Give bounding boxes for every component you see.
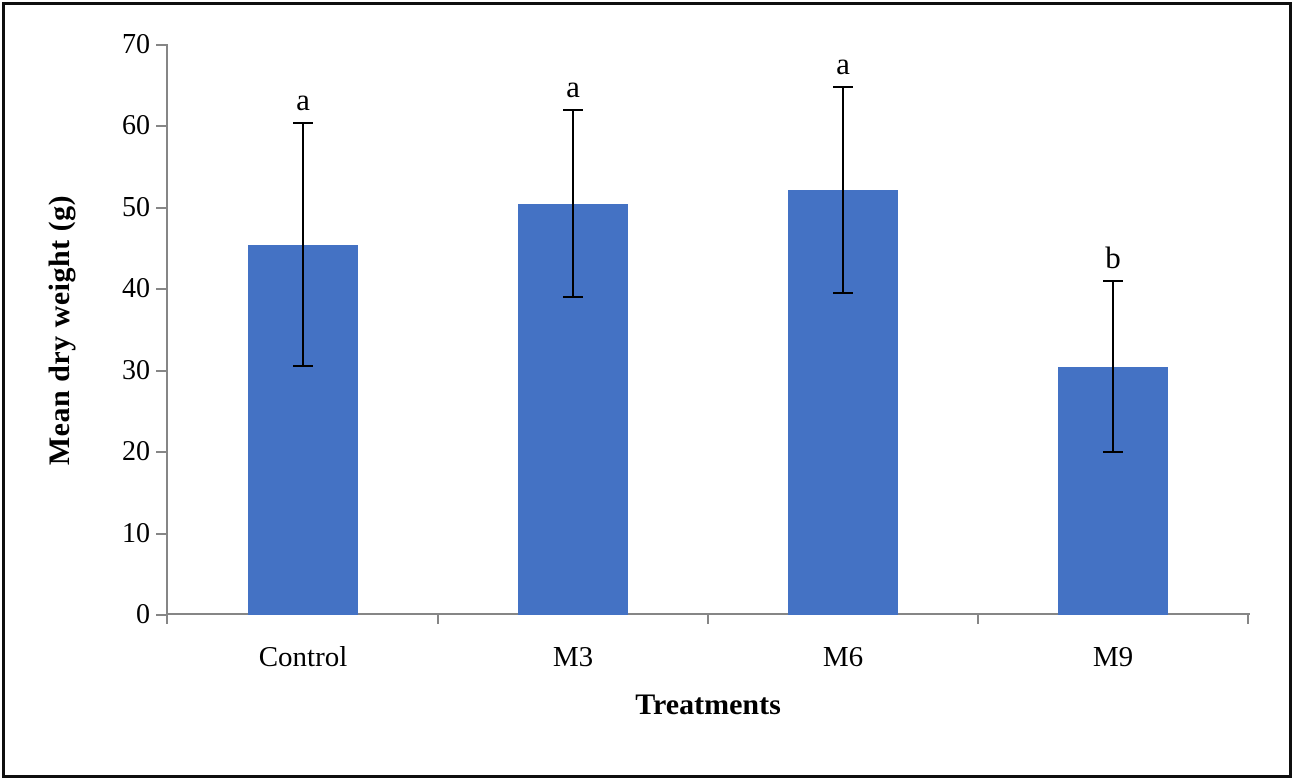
y-tick xyxy=(156,369,166,372)
y-tick xyxy=(156,532,166,535)
y-axis-title: Mean dry weight (g) xyxy=(43,194,76,466)
x-tick xyxy=(1247,615,1249,624)
y-axis-line xyxy=(166,44,168,624)
y-tick-label: 60 xyxy=(122,110,150,142)
y-tick-label: 50 xyxy=(122,191,150,223)
y-tick xyxy=(156,206,166,209)
x-tick xyxy=(437,615,439,624)
y-tick xyxy=(156,44,166,46)
sig-letter: a xyxy=(296,82,310,118)
sig-letter: a xyxy=(566,69,580,105)
error-bar-cap-bottom xyxy=(1103,451,1123,454)
x-tick xyxy=(707,615,709,624)
error-bar-cap-bottom xyxy=(563,296,583,299)
error-bar-line xyxy=(302,123,304,366)
error-bar-cap-top xyxy=(293,122,313,125)
error-bar-line xyxy=(842,87,844,293)
error-bar-line xyxy=(1112,281,1114,453)
x-tick-label: M3 xyxy=(552,641,594,673)
y-tick xyxy=(156,125,166,128)
y-tick xyxy=(156,614,166,616)
y-tick-label: 0 xyxy=(136,599,150,630)
x-tick-label: M9 xyxy=(1092,641,1134,673)
x-axis-title: Treatments xyxy=(635,688,781,721)
y-tick-label: 40 xyxy=(122,273,150,305)
x-axis-line xyxy=(166,613,1250,615)
error-bar-cap-bottom xyxy=(293,364,313,367)
sig-letter: b xyxy=(1105,240,1121,276)
error-bar-line xyxy=(572,110,574,298)
y-tick xyxy=(156,288,166,291)
y-tick xyxy=(156,451,166,454)
y-tick-label: 20 xyxy=(122,436,150,468)
y-tick-label: 30 xyxy=(122,354,150,386)
sig-letter: a xyxy=(836,46,850,82)
x-tick xyxy=(977,615,979,624)
y-tick-label: 70 xyxy=(122,29,150,60)
x-tick-label: Control xyxy=(258,641,348,673)
x-tick-label: M6 xyxy=(822,641,864,673)
error-bar-cap-bottom xyxy=(833,291,853,294)
error-bar-cap-top xyxy=(833,86,853,89)
error-bar-cap-top xyxy=(563,109,583,112)
y-tick-label: 10 xyxy=(122,517,150,549)
error-bar-cap-top xyxy=(1103,280,1123,283)
